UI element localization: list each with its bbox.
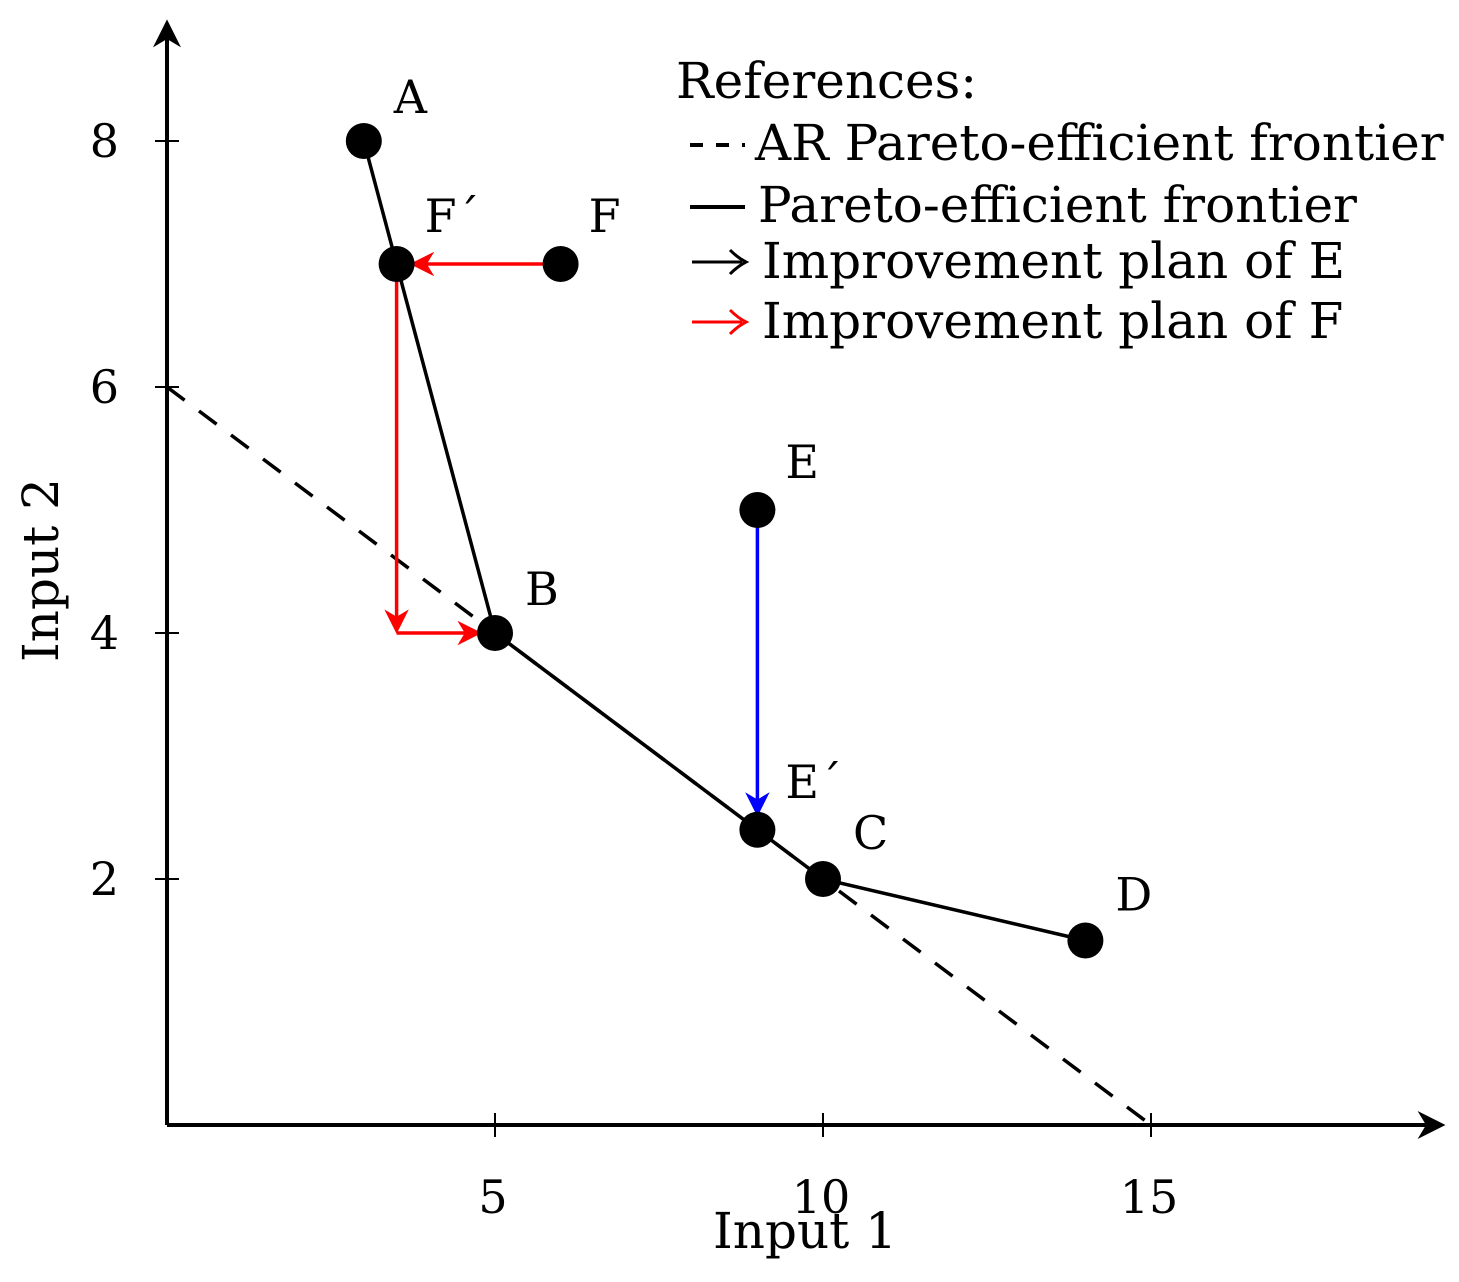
y-tick-label: 2 — [90, 852, 119, 906]
point-E — [739, 492, 776, 528]
point-label-B: B — [525, 562, 559, 616]
point-label-F: F — [589, 189, 621, 243]
legend-entry-plan-e: Improvement plan of E — [692, 232, 1345, 290]
x-tick-label: 10 — [792, 1170, 851, 1224]
y-tick-label: 4 — [90, 606, 119, 660]
y-axis-label: Input 2 — [12, 478, 70, 662]
point-group: A B C D E E´ F F´ — [345, 70, 1152, 959]
point-D — [1067, 922, 1104, 959]
point-E-prime — [739, 811, 776, 848]
point-F — [542, 246, 579, 282]
y-tick-label: 8 — [90, 114, 119, 168]
frontier-line — [362, 140, 1086, 943]
point-C — [805, 861, 841, 897]
legend: References: AR Pareto-efficient frontier… — [676, 52, 1444, 350]
legend-entry-text: Improvement plan of F — [762, 292, 1343, 350]
point-B — [477, 615, 513, 651]
legend-entry-plan-f: Improvement plan of F — [692, 292, 1343, 350]
legend-entry-text: Improvement plan of E — [762, 232, 1345, 290]
legend-title: References: — [676, 52, 977, 110]
series-group — [165, 140, 1153, 1127]
legend-entry-text: Pareto-efficient frontier — [758, 176, 1357, 234]
y-tick-label: 6 — [90, 360, 119, 414]
arrow-head-icon — [728, 248, 750, 276]
x-tick-label: 15 — [1120, 1170, 1179, 1224]
legend-entry-frontier: Pareto-efficient frontier — [690, 176, 1357, 234]
x-tick-label: 5 — [478, 1170, 507, 1224]
point-label-C: C — [853, 806, 888, 860]
point-label-D: D — [1115, 868, 1152, 922]
tick-group: 5 10 15 2 4 6 8 — [90, 114, 1179, 1224]
legend-entry-text: AR Pareto-efficient frontier — [754, 114, 1444, 172]
point-label-E-prime: E´ — [785, 755, 842, 809]
arrow-group — [384, 251, 770, 817]
point-label-E: E — [785, 435, 819, 489]
point-label-A: A — [393, 70, 428, 124]
x-axis-label: Input 1 — [713, 1202, 897, 1260]
arrow-head-icon — [728, 308, 750, 336]
point-F-prime — [378, 246, 415, 282]
point-label-F-prime: F´ — [425, 189, 480, 243]
point-A — [345, 123, 382, 159]
legend-entry-ar-frontier: AR Pareto-efficient frontier — [690, 114, 1444, 172]
